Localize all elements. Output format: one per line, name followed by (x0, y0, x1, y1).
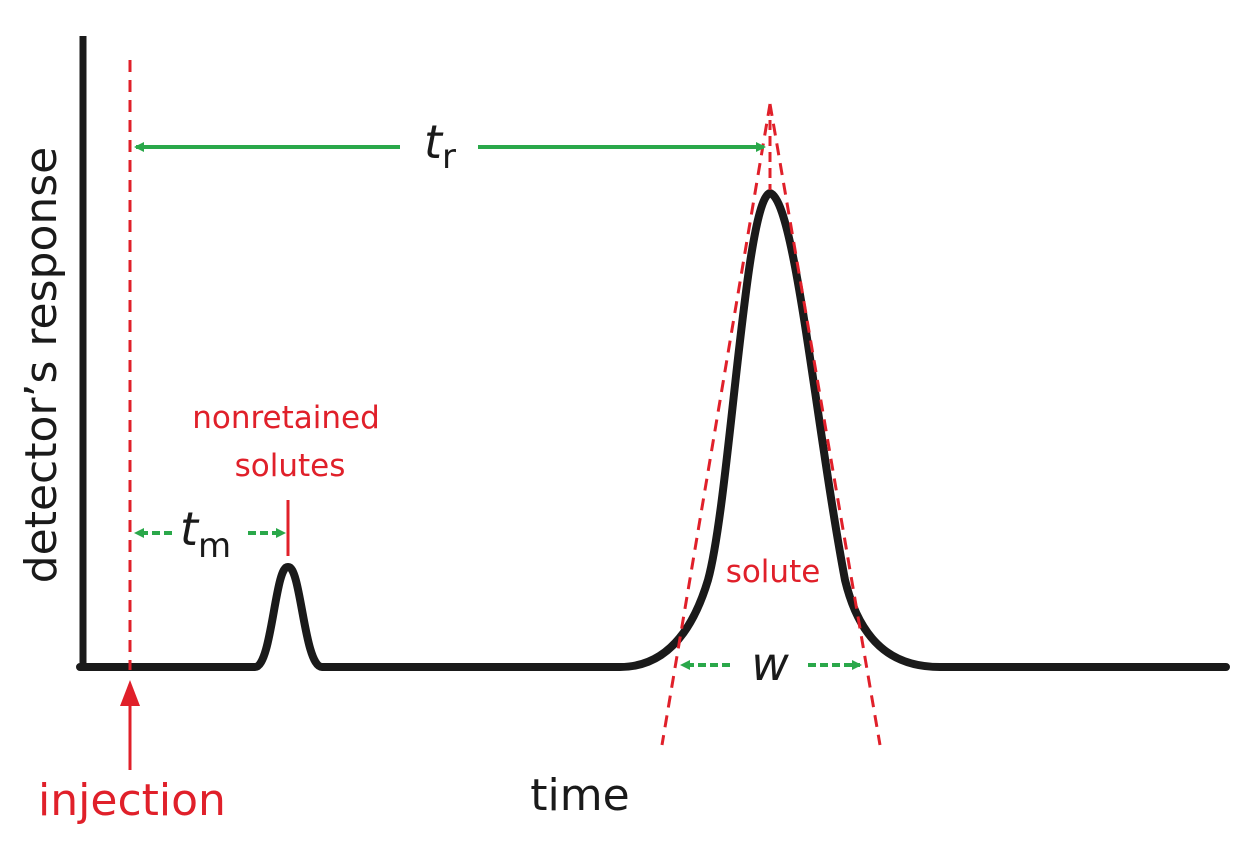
tm-symbol: t m (180, 502, 231, 566)
w-symbol: w (751, 637, 789, 691)
x-axis-label: time (530, 770, 629, 821)
injection-label: injection (38, 775, 226, 826)
injection-arrow-head (120, 680, 140, 706)
left-tangent-dashed-line (660, 103, 772, 746)
y-axis-label: detector’s response (16, 147, 67, 584)
tr-symbol: t r (424, 115, 456, 177)
tm-subscript: m (198, 526, 231, 566)
tm-t: t (180, 502, 200, 556)
right-tangent-dashed-line (768, 103, 882, 746)
nonretained-label-line2: solutes (235, 448, 346, 484)
chromatogram-curve (76, 189, 1230, 671)
tr-t: t (424, 115, 444, 169)
nonretained-label-line1: nonretained (192, 400, 380, 436)
tr-subscript: r (442, 137, 456, 177)
solute-label: solute (726, 554, 821, 590)
